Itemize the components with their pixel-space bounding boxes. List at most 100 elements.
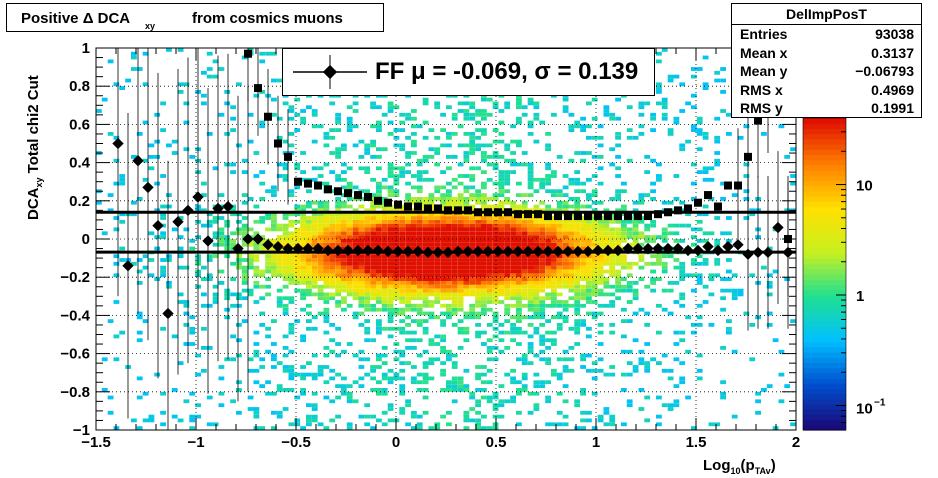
heatmap-cell xyxy=(533,303,540,308)
heatmap-cell xyxy=(621,181,627,186)
heatmap-cell xyxy=(446,216,452,220)
heatmap-cell xyxy=(667,376,674,381)
heatmap-cell xyxy=(428,200,435,205)
heatmap-cell xyxy=(702,86,709,90)
heatmap-cell xyxy=(597,288,604,293)
heatmap-cell xyxy=(329,418,336,423)
heatmap-cell xyxy=(201,223,207,228)
heatmap-cell xyxy=(236,296,242,301)
heatmap-cell xyxy=(288,258,295,262)
heatmap-cell xyxy=(469,391,476,396)
heatmap-cell xyxy=(376,258,382,262)
heatmap-cell xyxy=(358,277,365,281)
heatmap-cell xyxy=(411,281,417,285)
heatmap-cell xyxy=(364,242,371,247)
heatmap-cell xyxy=(294,239,301,243)
heatmap-cell xyxy=(306,269,312,274)
heatmap-cell xyxy=(574,181,581,186)
heatmap-cell xyxy=(691,323,697,327)
heatmap-cell xyxy=(107,208,114,213)
palette-segment xyxy=(803,393,846,400)
heatmap-cell xyxy=(416,242,423,247)
heatmap-cell xyxy=(527,101,534,106)
heatmap-cell xyxy=(702,300,709,304)
heatmap-cell xyxy=(119,246,126,251)
heatmap-cell xyxy=(580,357,586,362)
heatmap-cell xyxy=(346,216,353,220)
heatmap-cell xyxy=(504,284,511,289)
heatmap-cell xyxy=(603,281,610,285)
heatmap-cell xyxy=(568,223,575,228)
heatmap-cell xyxy=(457,326,464,331)
heatmap-cell xyxy=(609,227,616,232)
heatmap-cell xyxy=(551,223,557,228)
heatmap-cell xyxy=(195,353,201,358)
heatmap-cell xyxy=(679,380,686,385)
heatmap-cell xyxy=(346,284,353,289)
heatmap-cell xyxy=(486,231,493,236)
heatmap-cell xyxy=(206,51,213,56)
heatmap-cell xyxy=(691,124,697,129)
heatmap-cell xyxy=(317,284,324,289)
heatmap-cell xyxy=(533,403,540,408)
stats-value: 0.4969 xyxy=(871,81,914,98)
heatmap-cell xyxy=(311,223,318,228)
heatmap-cell xyxy=(282,269,289,274)
heatmap-cell xyxy=(516,162,522,167)
heatmap-cell xyxy=(603,254,610,259)
heatmap-cell xyxy=(673,384,680,388)
heatmap-cell xyxy=(335,384,341,388)
heatmap-cell xyxy=(411,292,417,297)
y-tick-label: 0.6 xyxy=(69,116,90,133)
heatmap-cell xyxy=(440,346,446,350)
heatmap-cell xyxy=(177,48,184,52)
heatmap-cell xyxy=(498,277,505,281)
heatmap-cell xyxy=(504,216,511,220)
heatmap-cell xyxy=(615,277,621,281)
heatmap-cell xyxy=(475,216,481,220)
heatmap-cell xyxy=(416,277,423,281)
heatmap-cell xyxy=(486,97,493,102)
heatmap-cell xyxy=(323,277,330,281)
heatmap-cell xyxy=(492,269,499,274)
heatmap-cell xyxy=(597,254,604,259)
heatmap-cell xyxy=(603,227,610,232)
mean-point xyxy=(302,242,314,255)
heatmap-cell xyxy=(609,147,616,152)
heatmap-cell xyxy=(411,265,417,270)
heatmap-cell xyxy=(661,97,668,102)
heatmap-cell xyxy=(673,330,680,335)
heatmap-cell xyxy=(533,284,540,289)
heatmap-cell xyxy=(306,227,312,232)
heatmap-cell xyxy=(650,189,656,194)
heatmap-cell xyxy=(405,288,411,293)
heatmap-cell xyxy=(580,261,586,266)
heatmap-cell xyxy=(597,330,604,335)
heatmap-cell xyxy=(177,90,184,94)
heatmap-cell xyxy=(376,307,382,312)
heatmap-cell xyxy=(306,219,312,224)
heatmap-cell xyxy=(504,223,511,228)
heatmap-cell xyxy=(615,143,621,148)
heatmap-cell xyxy=(230,261,236,266)
heatmap-cell xyxy=(481,288,487,293)
heatmap-cell xyxy=(498,330,505,335)
heatmap-cell xyxy=(708,231,715,236)
heatmap-cell xyxy=(574,330,581,335)
heatmap-cell xyxy=(440,216,446,220)
heatmap-cell xyxy=(551,231,557,236)
heatmap-cell xyxy=(539,296,546,301)
heatmap-cell xyxy=(329,231,336,236)
heatmap-cell xyxy=(428,227,435,232)
heatmap-cell xyxy=(416,197,423,201)
heatmap-cell xyxy=(446,261,452,266)
stats-label: RMS y xyxy=(740,100,783,116)
heatmap-cell xyxy=(446,307,452,312)
heatmap-cell xyxy=(259,365,266,369)
heatmap-cell xyxy=(708,422,715,427)
heatmap-cell xyxy=(323,181,330,186)
heatmap-cell xyxy=(463,426,470,430)
heatmap-cell xyxy=(539,246,546,251)
heatmap-cell xyxy=(580,323,586,327)
heatmap-cell xyxy=(498,242,505,247)
